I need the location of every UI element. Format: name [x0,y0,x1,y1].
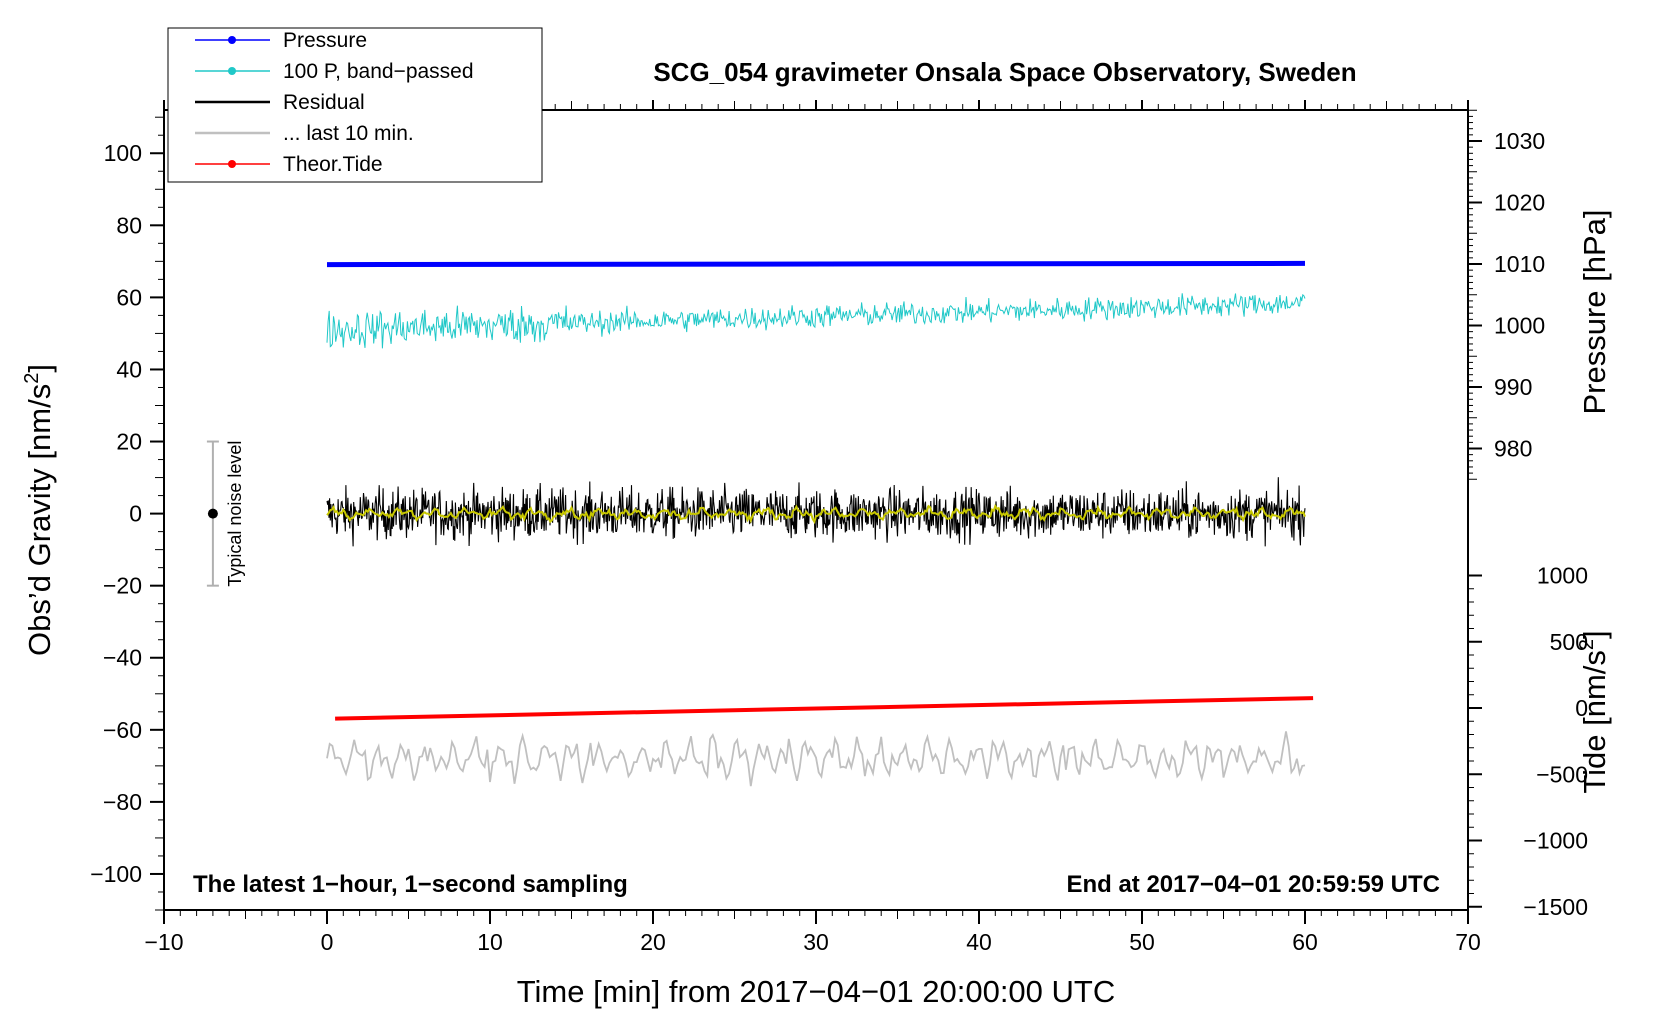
series-residual-smoothed [326,503,1306,525]
y-left-label-sup: 2 [21,373,43,384]
legend-label: Pressure [283,29,367,52]
y-pressure-tick-label: 1010 [1494,251,1545,277]
series-residual [326,477,1306,547]
y-axis-label-tide: Tide [nm/s2] [1576,630,1612,793]
legend-items: Pressure 100 P, band−passed Residual ... la… [195,29,474,176]
x-tick-label: 30 [803,929,829,955]
legend-marker [228,160,236,168]
legend: Pressure 100 P, band−passed Residual ... la… [167,27,543,183]
y-left-tick-label: 40 [116,356,142,382]
x-tick-label: 20 [640,929,666,955]
series-last-10-min [326,731,1306,787]
y-left-tick-label: 20 [116,429,142,455]
y-left-tick-label: 60 [116,284,142,310]
x-tick-label: 60 [1292,929,1318,955]
x-tick-label: −10 [144,929,183,955]
legend-label: Theor.Tide [283,153,383,176]
legend-box [167,27,543,183]
x-axis-label: Time [min] from 2017−04−01 20:00:00 UTC [517,974,1116,1009]
series-pressure [326,260,1306,268]
note-left: The latest 1−hour, 1−second sampling [193,871,628,898]
x-tick-label: 0 [321,929,334,955]
y-tide-label-sup: 2 [1576,639,1598,650]
x-tick-label: 50 [1129,929,1155,955]
legend-label: 100 P, band−passed [283,60,474,83]
chart-title: SCG_054 gravimeter Onsala Space Observat… [653,57,1356,87]
y-tide-tick-label: 1000 [1537,563,1588,589]
y-tide-tick-label: −500 [1536,761,1588,787]
y-axis-label-left: Obs’d Gravity [nm/s2] [21,364,57,656]
y-axis-label-pressure: Pressure [hPa] [1577,209,1612,414]
series-theor-tide [335,696,1314,721]
noise-level-indicator: Typical noise level [206,440,245,587]
y-left-tick-label: −80 [103,789,142,815]
y-left-tick-label: 100 [104,140,142,166]
x-tick-label: 10 [477,929,503,955]
y-tide-label-end: ] [1577,630,1612,639]
y-left-tick-label: 0 [129,501,142,527]
axes-layer: −10 0 10 20 30 40 50 60 70−100−80−60−40−20020406… [90,100,1588,955]
y-left-label-end: ] [22,364,57,373]
legend-label: Residual [283,91,365,114]
noise-level-label: Typical noise level [225,441,245,587]
y-pressure-tick-label: 1000 [1494,313,1545,339]
noise-level-dot [207,508,218,519]
y-pressure-tick-label: 1020 [1494,190,1545,216]
y-pressure-tick-label: 1030 [1494,128,1545,154]
legend-label: ... last 10 min. [283,122,414,145]
y-left-tick-label: −20 [103,573,142,599]
y-left-tick-label: −100 [90,861,142,887]
note-right: End at 2017−04−01 20:59:59 UTC [1066,871,1440,898]
legend-marker [228,36,236,44]
y-left-tick-label: −40 [103,645,142,671]
y-pressure-tick-label: 980 [1494,436,1532,462]
x-tick-label: 70 [1455,929,1481,955]
series-pressure-bandpassed [326,293,1306,349]
y-left-label-main: Obs’d Gravity [nm/s [22,384,57,656]
y-left-tick-label: 80 [116,212,142,238]
legend-marker [228,67,236,75]
y-tide-tick-label: 0 [1575,695,1588,721]
y-left-tick-label: −60 [103,717,142,743]
y-tide-tick-label: −1500 [1523,894,1588,920]
y-tide-tick-label: −1000 [1523,828,1588,854]
y-tide-tick-label: 500 [1550,629,1588,655]
y-tide-label-main: Tide [nm/s [1577,650,1612,794]
x-tick-label: 40 [966,929,992,955]
series-layer [326,260,1314,787]
y-pressure-tick-label: 990 [1494,374,1532,400]
